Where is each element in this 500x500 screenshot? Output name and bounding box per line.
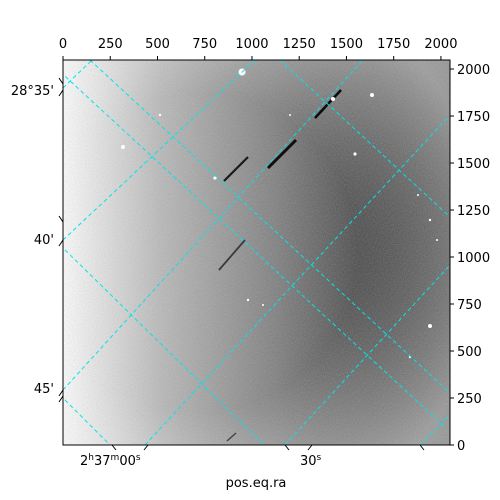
top-tick-label: 2000 [424, 37, 457, 52]
top-tick-label: 1000 [235, 37, 268, 52]
star [428, 324, 432, 328]
right-axis-labels: 2000 1750 1500 1250 1000 750 500 250 0 [457, 63, 490, 454]
star [246, 298, 250, 302]
right-tick-label: 750 [457, 298, 482, 313]
right-axis-ticks [450, 68, 454, 446]
right-tick-label: 2000 [457, 63, 490, 78]
top-tick-label: 750 [192, 37, 217, 52]
star [417, 194, 419, 196]
star [331, 97, 335, 101]
star [158, 113, 162, 117]
ra-tick-label: 30s [300, 453, 322, 469]
dec-tick-label: 28°35' [11, 84, 54, 99]
top-axis-ticks [62, 56, 442, 60]
ra-tick-label: 2h37m00s [80, 453, 141, 469]
right-tick-label: 1250 [457, 204, 490, 219]
grid-line [419, 414, 450, 445]
grid-line [63, 397, 111, 445]
grid-line [144, 114, 450, 445]
plot-frame [62, 59, 451, 446]
top-tick-label: 1750 [377, 37, 410, 52]
top-tick-label: 500 [145, 37, 170, 52]
star [289, 114, 291, 116]
grid-line [63, 60, 364, 391]
right-tick-label: 1750 [457, 110, 490, 125]
trail-streak [226, 432, 237, 442]
ra-axis-ticks [111, 444, 425, 451]
right-tick-label: 500 [457, 345, 482, 360]
star [428, 218, 432, 222]
grid-line [284, 264, 450, 445]
dec-axis-ticks [58, 77, 64, 403]
top-axis-labels: 0 250 500 750 1000 1250 1500 1750 2000 [59, 37, 458, 52]
trail-streak [223, 156, 249, 182]
right-tick-label: 1000 [457, 251, 490, 266]
dec-tick-label: 40' [34, 233, 54, 248]
star [121, 145, 125, 149]
wcs-grid [63, 60, 450, 445]
dec-tick-label: 45' [34, 382, 54, 397]
grid-line [63, 60, 256, 241]
star [353, 152, 357, 156]
grid-line [279, 60, 450, 218]
star [213, 176, 217, 180]
top-tick-label: 1250 [283, 37, 316, 52]
right-tick-label: 0 [457, 439, 465, 454]
grid-line [63, 73, 446, 428]
trail-streak [266, 138, 298, 170]
top-tick-label: 250 [98, 37, 123, 52]
right-tick-label: 250 [457, 392, 482, 407]
star [370, 93, 374, 97]
grid-line [89, 60, 450, 394]
top-tick-label: 1500 [330, 37, 363, 52]
star [262, 304, 264, 306]
x-axis-title: pos.eq.ra [226, 476, 287, 491]
right-tick-label: 1500 [457, 157, 490, 172]
sky-image [63, 60, 450, 445]
star [436, 239, 438, 241]
grid-line [63, 247, 265, 445]
trail-streak [218, 239, 246, 271]
top-tick-label: 0 [59, 37, 67, 52]
